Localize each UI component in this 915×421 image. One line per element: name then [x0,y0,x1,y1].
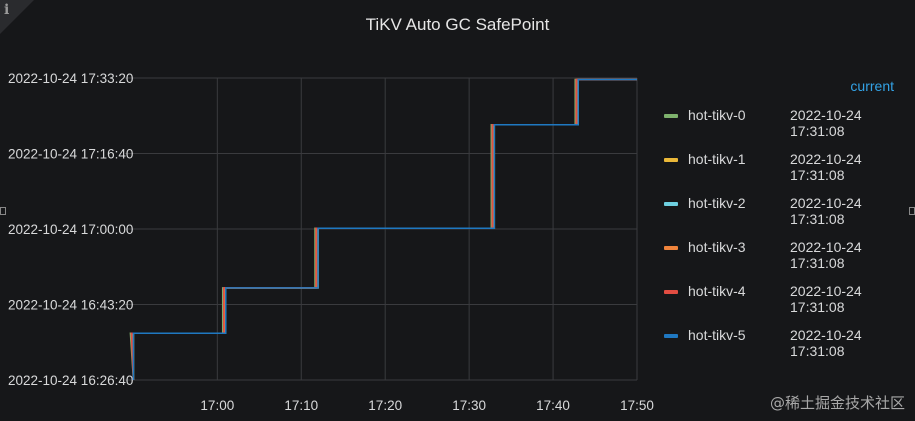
legend-item-hot-tikv-1[interactable]: hot-tikv-1 2022-10-24 17:31:08 [660,144,910,188]
watermark: @稀土掘金技术社区 [769,394,905,412]
legend-swatch[interactable] [664,334,678,338]
legend-current-value: 2022-10-24 17:31:08 [790,239,862,271]
legend-swatch[interactable] [664,290,678,294]
x-tick-label: 17:10 [284,398,318,413]
legend-current-value: 2022-10-24 17:31:08 [790,107,862,139]
series-lines [129,78,637,381]
legend-series-name[interactable]: hot-tikv-3 [688,239,746,255]
grid-lines [125,77,638,381]
legend-item-hot-tikv-2[interactable]: hot-tikv-2 2022-10-24 17:31:08 [660,188,910,232]
x-axis-ticks: 17:00 17:10 17:20 17:30 17:40 17:50 [200,398,653,413]
left-resize-handle[interactable] [0,207,6,215]
panel-info-corner[interactable] [0,0,34,34]
legend-header-current[interactable]: current [850,78,894,94]
x-tick-label: 17:20 [368,398,402,413]
legend-swatch[interactable] [664,202,678,206]
legend-series-name[interactable]: hot-tikv-2 [688,195,746,211]
legend-swatch[interactable] [664,114,678,118]
x-tick-label: 17:50 [620,398,654,413]
legend: current hot-tikv-0 2022-10-24 17:31:08 hot… [660,78,910,364]
y-tick-label: 2022-10-24 17:16:40 [8,147,133,162]
y-axis-ticks: 2022-10-24 17:33:20 2022-10-24 17:16:40 20… [8,71,133,388]
legend-item-hot-tikv-5[interactable]: hot-tikv-5 2022-10-24 17:31:08 [660,320,910,364]
y-tick-label: 2022-10-24 16:26:40 [8,373,133,388]
legend-current-value: 2022-10-24 17:31:08 [790,283,862,315]
legend-series-name[interactable]: hot-tikv-0 [688,107,746,123]
x-tick-label: 17:00 [200,398,234,413]
legend-swatch[interactable] [664,246,678,250]
series-line-hot-tikv-5[interactable] [132,78,637,381]
chart-title: TiKV Auto GC SafePoint [365,15,550,34]
legend-current-value: 2022-10-24 17:31:08 [790,195,862,227]
legend-series-name[interactable]: hot-tikv-4 [688,283,746,299]
legend-swatch[interactable] [664,158,678,162]
legend-series-name[interactable]: hot-tikv-1 [688,151,746,167]
legend-item-hot-tikv-3[interactable]: hot-tikv-3 2022-10-24 17:31:08 [660,232,910,276]
y-tick-label: 2022-10-24 17:33:20 [8,71,133,86]
x-tick-label: 17:40 [536,398,570,413]
legend-item-hot-tikv-0[interactable]: hot-tikv-0 2022-10-24 17:31:08 [660,100,910,144]
legend-item-hot-tikv-4[interactable]: hot-tikv-4 2022-10-24 17:31:08 [660,276,910,320]
legend-current-value: 2022-10-24 17:31:08 [790,151,862,183]
info-icon[interactable]: i [4,2,10,18]
y-tick-label: 2022-10-24 16:43:20 [8,298,133,313]
y-tick-label: 2022-10-24 17:00:00 [8,222,133,237]
legend-current-value: 2022-10-24 17:31:08 [790,327,862,359]
legend-series-name[interactable]: hot-tikv-5 [688,327,746,343]
x-tick-label: 17:30 [452,398,486,413]
